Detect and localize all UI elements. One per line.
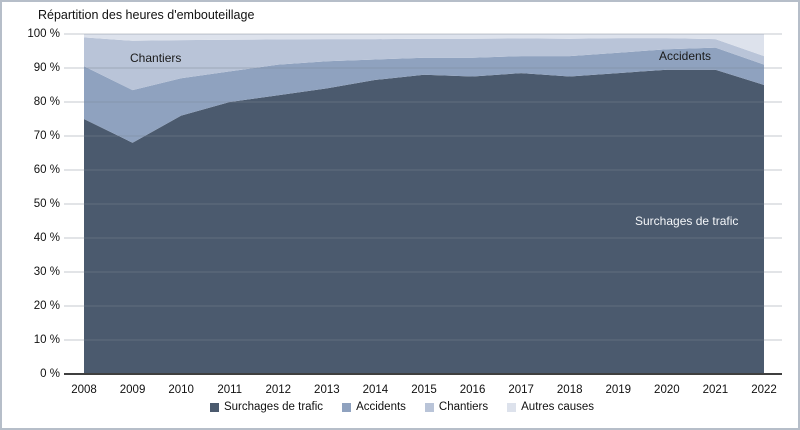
x-tick-label-2014: 2014 — [362, 384, 389, 396]
x-tick-label-2022: 2022 — [751, 384, 777, 396]
legend-swatch-accidents — [342, 402, 352, 412]
y-tick-label-70: 70 % — [33, 130, 60, 142]
x-tick-label-2020: 2020 — [654, 384, 680, 396]
chantiers-area-label: Chantiers — [130, 51, 182, 65]
y-tick-label-90: 90 % — [33, 62, 60, 74]
area-autres-causes — [84, 34, 764, 57]
x-tick-label-2008: 2008 — [71, 384, 97, 396]
y-tick-label-30: 30 % — [33, 266, 60, 278]
legend-label-chantiers: Chantiers — [438, 401, 489, 413]
chart-title: Répartition des heures d'embouteillage — [38, 8, 255, 22]
y-tick-label-80: 80 % — [33, 96, 60, 108]
area-surchages-de-trafic — [84, 69, 764, 374]
y-tick-label-10: 10 % — [33, 334, 60, 346]
y-tick-label-40: 40 % — [33, 232, 60, 244]
area-accidents — [84, 47, 764, 143]
legend-item-chantiers: Chantiers — [424, 401, 489, 413]
legend-swatch-autres-causes — [507, 402, 517, 412]
x-tick-label-2011: 2011 — [217, 384, 243, 396]
legend-item-accidents: Accidents — [342, 401, 406, 413]
legend-label-accidents: Accidents — [356, 401, 406, 413]
y-tick-label-60: 60 % — [33, 164, 60, 176]
y-tick-label-0: 0 % — [40, 368, 60, 380]
accidents-area-label: Accidents — [659, 49, 712, 63]
legend: Surchages de trafic Accidents Chantiers Aut… — [2, 401, 798, 413]
legend-item-surchages-de-trafic: Surchages de trafic — [209, 401, 324, 413]
legend-swatch-surchages-de-trafic — [209, 402, 219, 412]
area-chantiers — [84, 37, 764, 91]
y-tick-label-100: 100 % — [27, 28, 60, 40]
x-tick-label-2016: 2016 — [459, 384, 486, 396]
x-tick-label-2010: 2010 — [168, 384, 194, 396]
x-tick-label-2009: 2009 — [119, 384, 146, 396]
x-tick-label-2015: 2015 — [411, 384, 437, 396]
legend-item-autres-causes: Autres causes — [507, 401, 594, 413]
x-tick-label-2013: 2013 — [314, 384, 340, 396]
y-tick-label-50: 50 % — [33, 198, 60, 210]
x-tick-label-2012: 2012 — [265, 384, 292, 396]
legend-label-surchages-de-trafic: Surchages de trafic — [223, 401, 324, 413]
y-tick-label-20: 20 % — [33, 300, 60, 312]
x-tick-label-2021: 2021 — [702, 384, 729, 396]
surcharges-area-label: Surchages de trafic — [635, 214, 739, 228]
x-tick-label-2019: 2019 — [605, 384, 632, 396]
x-tick-label-2017: 2017 — [508, 384, 534, 396]
x-tick-label-2018: 2018 — [556, 384, 583, 396]
legend-swatch-chantiers — [424, 402, 434, 412]
legend-label-autres-causes: Autres causes — [521, 401, 595, 413]
